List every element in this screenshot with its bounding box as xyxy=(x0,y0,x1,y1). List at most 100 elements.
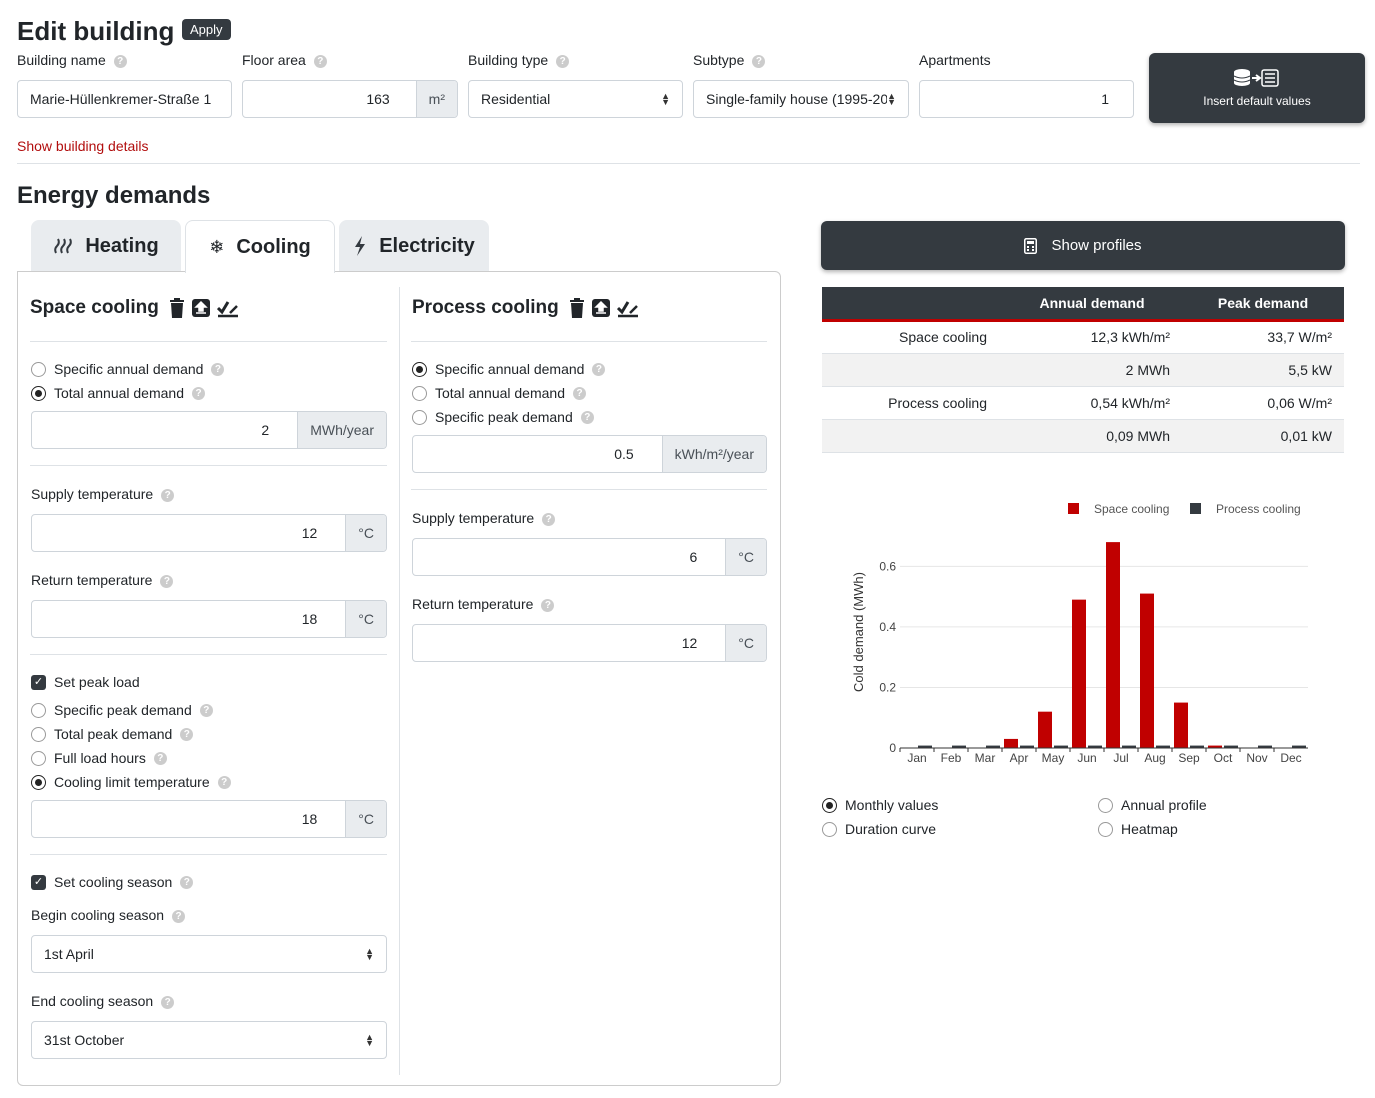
end-cooling-season-select[interactable]: 31st October ▲ ▼ xyxy=(31,1021,387,1059)
apply-button[interactable]: Apply xyxy=(182,19,231,40)
help-icon[interactable]: ? xyxy=(580,410,594,424)
help-icon[interactable]: ? xyxy=(541,599,555,612)
radio-specific-annual-demand[interactable]: Specific annual demand? xyxy=(31,361,225,377)
bar-process-cooling-may xyxy=(1054,745,1068,748)
radio-total-annual-demand[interactable]: Total annual demand? xyxy=(31,385,205,401)
process-supply-temperature-input[interactable]: 6 °C xyxy=(412,538,767,576)
radio-monthly-values[interactable]: Monthly values xyxy=(822,797,938,813)
subtype-label: Subtype? xyxy=(693,52,766,68)
snowflake-icon: ❄ xyxy=(209,236,225,257)
bar-space-cooling-sep xyxy=(1174,702,1188,748)
help-icon[interactable]: ? xyxy=(160,575,174,588)
checkbox-checked-icon[interactable]: ✓ xyxy=(31,674,46,690)
y-axis-label: Cold demand (MWh) xyxy=(851,572,866,692)
help-icon[interactable]: ? xyxy=(592,362,606,376)
end-cooling-season-label: End cooling season? xyxy=(31,993,175,1009)
bar-process-cooling-nov xyxy=(1258,745,1272,748)
floor-area-label: Floor area? xyxy=(242,52,327,68)
y-tick-label: 0.6 xyxy=(879,559,896,573)
supply-temperature-label: Supply temperature? xyxy=(31,486,175,502)
checkbox-checked-icon[interactable]: ✓ xyxy=(31,874,46,890)
column-divider xyxy=(399,287,400,1075)
bar-process-cooling-jun xyxy=(1088,745,1102,748)
upload-icon[interactable] xyxy=(591,298,611,318)
tab-cooling[interactable]: ❄ Cooling xyxy=(185,220,335,273)
radio-annual-profile[interactable]: Annual profile xyxy=(1098,797,1207,813)
building-name-input[interactable]: Marie-Hüllenkremer-Straße 1 xyxy=(17,80,232,118)
bar-process-cooling-aug xyxy=(1156,745,1170,748)
radio-heatmap[interactable]: Heatmap xyxy=(1098,821,1178,837)
x-tick-label: Feb xyxy=(941,751,962,765)
help-icon[interactable]: ? xyxy=(556,55,570,68)
help-icon[interactable]: ? xyxy=(161,996,175,1009)
help-icon[interactable]: ? xyxy=(113,55,127,68)
bar-process-cooling-dec xyxy=(1292,745,1306,748)
help-icon[interactable]: ? xyxy=(172,910,186,923)
process-cooling-header: Process cooling xyxy=(412,297,639,319)
radio-cooling-limit-temperature[interactable]: Cooling limit temperature? xyxy=(31,774,231,790)
radio-process-specific-annual-demand[interactable]: Specific annual demand? xyxy=(412,361,606,377)
process-supply-temperature-label: Supply temperature? xyxy=(412,510,556,526)
trash-icon[interactable] xyxy=(169,298,185,318)
x-tick-label: May xyxy=(1042,751,1065,765)
divider xyxy=(17,163,1360,164)
help-icon[interactable]: ? xyxy=(211,362,225,376)
help-icon[interactable]: ? xyxy=(313,55,327,68)
bar-process-cooling-oct xyxy=(1224,745,1238,748)
help-icon[interactable]: ? xyxy=(752,55,766,68)
radio-specific-peak-demand[interactable]: Specific peak demand? xyxy=(31,702,213,718)
radio-process-total-annual-demand[interactable]: Total annual demand? xyxy=(412,385,586,401)
tab-electricity[interactable]: Electricity xyxy=(339,220,489,272)
help-icon[interactable]: ? xyxy=(180,727,194,741)
cooling-panel xyxy=(17,271,781,1086)
divider xyxy=(30,341,387,342)
x-tick-label: Aug xyxy=(1144,751,1165,765)
bar-space-cooling-jun xyxy=(1072,599,1086,748)
bar-space-cooling-may xyxy=(1038,711,1052,748)
insert-default-values-button[interactable]: Insert default values xyxy=(1149,53,1365,123)
space-cooling-demand-input[interactable]: 2 MWh/year xyxy=(31,411,387,449)
begin-cooling-season-select[interactable]: 1st April ▲ ▼ xyxy=(31,935,387,973)
select-arrow-icon: ▲ ▼ xyxy=(365,946,374,962)
x-tick-label: Nov xyxy=(1246,751,1267,765)
help-icon[interactable]: ? xyxy=(180,875,194,889)
upload-icon[interactable] xyxy=(191,298,211,318)
select-arrow-icon: ▲ ▼ xyxy=(887,91,896,107)
help-icon[interactable]: ? xyxy=(161,489,175,502)
show-building-details-link[interactable]: Show building details xyxy=(17,138,149,154)
floor-area-input[interactable]: 163 m² xyxy=(242,80,458,118)
chart-check-icon[interactable] xyxy=(616,298,639,318)
x-tick-label: Mar xyxy=(975,751,996,765)
process-cooling-demand-input[interactable]: 0.5 kWh/m²/year xyxy=(412,435,767,473)
subtype-select[interactable]: Single-family house (1995-2001)▲▼ xyxy=(693,80,909,118)
help-icon[interactable]: ? xyxy=(199,703,213,717)
chart-check-icon[interactable] xyxy=(216,298,239,318)
radio-process-specific-peak-demand[interactable]: Specific peak demand? xyxy=(412,409,594,425)
help-icon[interactable]: ? xyxy=(573,386,586,400)
bar-process-cooling-jan xyxy=(918,745,932,748)
help-icon[interactable]: ? xyxy=(217,775,231,789)
process-return-temperature-input[interactable]: 12 °C xyxy=(412,624,767,662)
bar-process-cooling-apr xyxy=(1020,745,1034,748)
bar-process-cooling-mar xyxy=(986,745,1000,748)
help-icon[interactable]: ? xyxy=(192,386,205,400)
cooling-limit-temperature-input[interactable]: 18 °C xyxy=(31,800,387,838)
radio-full-load-hours[interactable]: Full load hours? xyxy=(31,750,167,766)
space-return-temperature-input[interactable]: 18 °C xyxy=(31,600,387,638)
help-icon[interactable]: ? xyxy=(153,751,167,765)
trash-icon[interactable] xyxy=(569,298,585,318)
demand-summary-table: Annual demand Peak demand Space cooling … xyxy=(822,287,1344,453)
return-temperature-label: Return temperature? xyxy=(31,572,174,588)
x-tick-label: Sep xyxy=(1178,751,1200,765)
space-supply-temperature-input[interactable]: 12 °C xyxy=(31,514,387,552)
building-type-select[interactable]: Residential ▲ ▼ xyxy=(468,80,683,118)
apartments-input[interactable]: 1 xyxy=(919,80,1134,118)
y-tick-label: 0.2 xyxy=(879,680,896,694)
tab-heating[interactable]: Heating xyxy=(31,220,181,272)
radio-total-peak-demand[interactable]: Total peak demand? xyxy=(31,726,194,742)
set-peak-load-checkbox[interactable]: ✓ Set peak load xyxy=(31,674,140,690)
set-cooling-season-checkbox[interactable]: ✓ Set cooling season? xyxy=(31,874,194,890)
help-icon[interactable]: ? xyxy=(542,513,556,526)
show-profiles-button[interactable]: Show profiles xyxy=(821,221,1345,270)
radio-duration-curve[interactable]: Duration curve xyxy=(822,821,936,837)
